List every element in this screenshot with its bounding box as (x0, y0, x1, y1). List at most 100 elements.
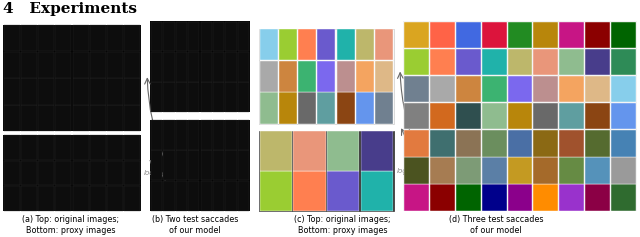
Bar (481, 22, 506, 48)
Bar (404, 103, 429, 129)
Bar (107, 25, 123, 51)
Bar (124, 105, 140, 131)
Bar (21, 186, 37, 211)
Bar (3, 25, 141, 131)
Bar (151, 150, 163, 180)
Bar (456, 157, 481, 184)
Bar (188, 52, 200, 82)
Bar (72, 105, 89, 131)
Bar (375, 29, 393, 60)
Bar (90, 78, 106, 105)
Bar (200, 150, 212, 180)
Bar (375, 61, 393, 92)
Bar (337, 92, 355, 123)
Bar (21, 105, 37, 131)
Bar (360, 171, 393, 211)
Bar (559, 157, 584, 184)
Bar (3, 135, 141, 211)
Bar (124, 52, 140, 78)
Bar (298, 92, 316, 123)
Bar (4, 78, 20, 105)
Bar (508, 130, 532, 157)
Bar (260, 92, 278, 123)
Bar (456, 184, 481, 211)
Bar (237, 120, 249, 150)
Bar (150, 120, 250, 211)
Bar (508, 184, 532, 211)
Bar (356, 92, 374, 123)
Bar (151, 181, 163, 211)
Bar (611, 22, 636, 48)
Bar (559, 22, 584, 48)
Bar (90, 135, 106, 160)
Text: (b) Two test saccades
of our model: (b) Two test saccades of our model (152, 215, 238, 235)
Bar (163, 150, 175, 180)
Text: (c) Top: original images;
Bottom: proxy images: (c) Top: original images; Bottom: proxy … (294, 215, 390, 235)
Bar (38, 25, 54, 51)
Bar (317, 29, 335, 60)
Bar (188, 22, 200, 51)
Bar (163, 120, 175, 150)
Bar (429, 184, 454, 211)
Bar (124, 25, 140, 51)
Bar (163, 52, 175, 82)
Bar (508, 157, 532, 184)
Bar (259, 131, 394, 211)
Bar (55, 25, 72, 51)
Bar (21, 135, 37, 160)
Bar (534, 103, 559, 129)
Bar (237, 52, 249, 82)
Text: 4   Experiments: 4 Experiments (3, 2, 137, 16)
Bar (4, 186, 20, 211)
Bar (4, 135, 20, 160)
Text: (d) Three test saccades
of our model: (d) Three test saccades of our model (449, 215, 543, 235)
Bar (151, 22, 163, 51)
Bar (298, 29, 316, 60)
Bar (72, 52, 89, 78)
Bar (279, 29, 297, 60)
Bar (107, 135, 123, 160)
Bar (456, 49, 481, 75)
Bar (107, 105, 123, 131)
Bar (534, 76, 559, 102)
Bar (55, 160, 72, 186)
Bar (327, 132, 360, 171)
Bar (534, 49, 559, 75)
Bar (534, 184, 559, 211)
Bar (237, 150, 249, 180)
Bar (200, 120, 212, 150)
Bar (403, 21, 637, 211)
Bar (259, 29, 394, 124)
Bar (586, 49, 611, 75)
Bar (188, 181, 200, 211)
Bar (337, 61, 355, 92)
Bar (176, 120, 187, 150)
Bar (508, 76, 532, 102)
Text: location: location (144, 170, 172, 176)
Bar (481, 76, 506, 102)
Bar (213, 150, 224, 180)
Bar (150, 21, 250, 112)
Bar (260, 171, 292, 211)
Bar (107, 78, 123, 105)
Bar (481, 49, 506, 75)
Bar (611, 130, 636, 157)
Bar (21, 78, 37, 105)
Bar (586, 130, 611, 157)
Bar (21, 25, 37, 51)
Bar (151, 52, 163, 82)
Bar (375, 92, 393, 123)
Bar (200, 181, 212, 211)
Bar (188, 82, 200, 112)
Bar (163, 22, 175, 51)
Bar (200, 52, 212, 82)
Bar (72, 135, 89, 160)
Bar (176, 181, 187, 211)
Bar (213, 181, 224, 211)
Bar (611, 49, 636, 75)
Bar (481, 184, 506, 211)
Text: (a) Top: original images;
Bottom: proxy images: (a) Top: original images; Bottom: proxy … (22, 215, 119, 235)
Bar (481, 130, 506, 157)
Bar (3, 135, 141, 211)
Bar (107, 186, 123, 211)
